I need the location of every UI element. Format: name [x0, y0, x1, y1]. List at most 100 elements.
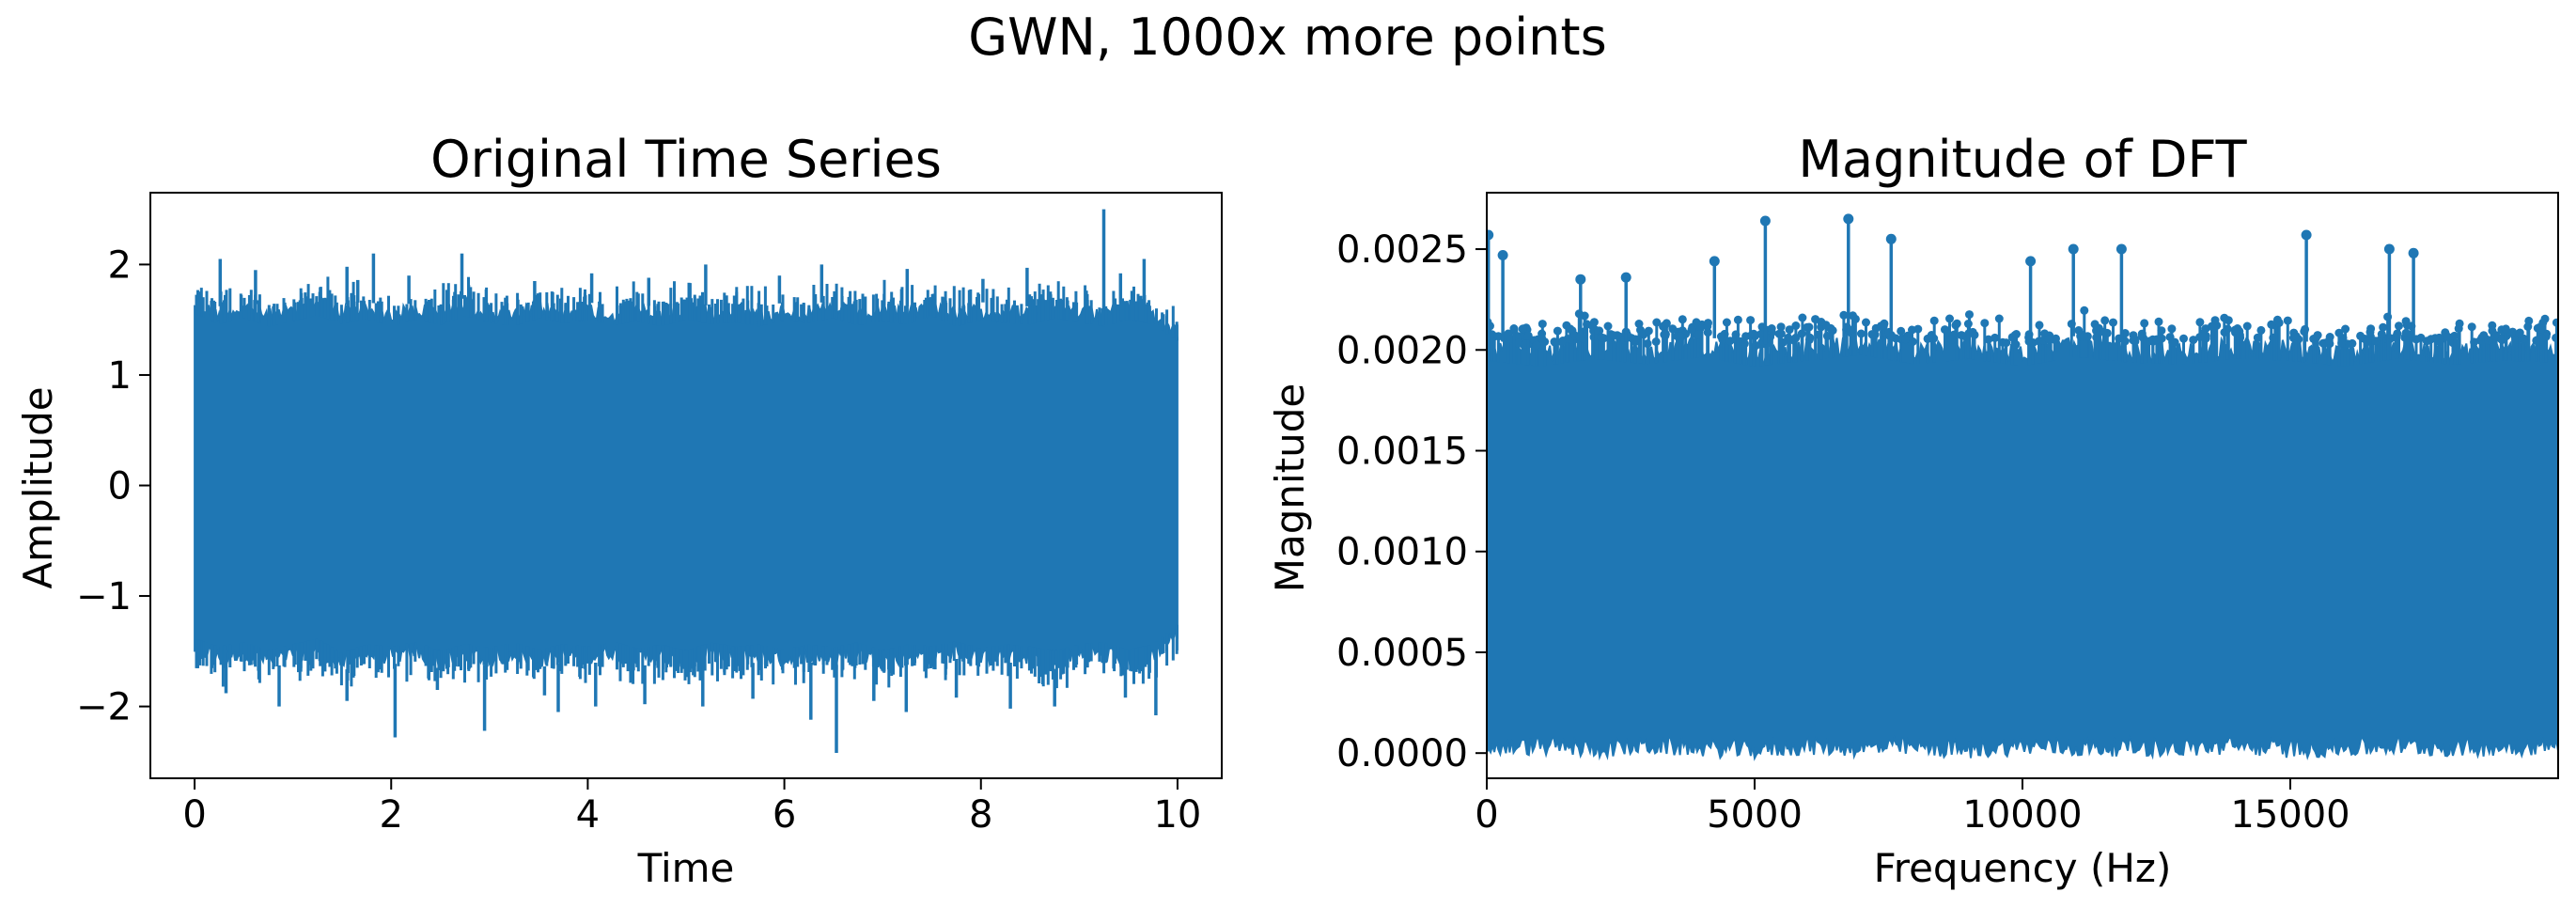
- noise-marker: [2515, 329, 2524, 338]
- noise-marker: [1957, 331, 1966, 340]
- noise-marker: [1740, 339, 1749, 349]
- noise-marker: [2080, 305, 2089, 315]
- time-series-y-tick-label: −1: [76, 575, 132, 618]
- noise-marker: [1901, 335, 1910, 344]
- dft-x-label: Frequency (Hz): [1874, 845, 2172, 891]
- noise-marker: [1532, 340, 1541, 350]
- noise-marker: [2334, 328, 2344, 337]
- noise-marker: [2450, 331, 2459, 340]
- noise-marker: [1661, 329, 1670, 338]
- noise-marker: [2129, 336, 2138, 345]
- noise-marker: [2210, 316, 2220, 325]
- noise-marker: [2168, 337, 2178, 347]
- time-series-y-tick-label: 1: [108, 354, 132, 398]
- time-series-x-tick-label: 10: [1153, 793, 1201, 837]
- noise-marker: [2443, 332, 2453, 341]
- dft-title: Magnitude of DFT: [1798, 130, 2247, 189]
- dft-x-tick-label: 10000: [1962, 793, 2082, 837]
- noise-marker: [2274, 318, 2284, 327]
- dft-noise-spikes: [1487, 305, 2558, 367]
- noise-marker: [2209, 323, 2218, 333]
- noise-marker: [1538, 320, 1547, 329]
- dft-x-tick-label: 15000: [2230, 793, 2350, 837]
- noise-marker: [1716, 332, 1725, 341]
- noise-marker: [1767, 324, 1776, 333]
- dft-peak-marker: [1497, 250, 1508, 260]
- noise-marker: [1652, 318, 1662, 327]
- noise-marker: [1945, 314, 1954, 323]
- noise-marker: [1588, 321, 1598, 331]
- noise-marker: [2242, 321, 2252, 331]
- dft-panel: Magnitude of DFT Frequency (Hz) Magnitud…: [1267, 130, 2559, 891]
- noise-marker: [1661, 321, 1670, 330]
- noise-marker: [1519, 324, 1527, 334]
- noise-marker: [1746, 316, 1756, 325]
- noise-marker: [2508, 327, 2518, 337]
- dft-x-tick-label: 5000: [1707, 793, 1803, 837]
- noise-marker: [1644, 326, 1653, 336]
- time-series-x-tick-label: 0: [182, 793, 206, 837]
- dft-y-tick-label: 0.0000: [1336, 732, 1468, 775]
- noise-marker: [1984, 335, 1993, 344]
- time-series-series-band: [194, 295, 1179, 670]
- noise-marker: [2470, 337, 2479, 347]
- figure-title: GWN, 1000x more points: [968, 8, 1606, 67]
- noise-marker: [1643, 339, 1652, 349]
- noise-marker: [1814, 330, 1823, 339]
- dft-y-tick-label: 0.0010: [1336, 531, 1468, 574]
- noise-marker: [2552, 318, 2558, 327]
- noise-marker: [1803, 322, 1812, 332]
- noise-marker: [2484, 336, 2493, 345]
- dft-y-tick-label: 0.0005: [1336, 632, 1468, 675]
- noise-marker: [1952, 319, 1961, 328]
- noise-marker: [2283, 316, 2292, 325]
- dft-axis-ticks: 0 5000 10000 15000 0.0025 0.0020 0.0015 0.0010 0…: [1336, 228, 2350, 837]
- time-series-y-tick-label: 2: [108, 243, 132, 287]
- noise-marker: [1994, 314, 2004, 323]
- noise-marker: [1603, 321, 1613, 331]
- dft-plot-area: [1487, 213, 2558, 761]
- noise-marker: [1493, 332, 1503, 341]
- noise-marker: [1929, 316, 1939, 325]
- noise-marker: [1791, 321, 1801, 330]
- dft-y-tick-label: 0.0025: [1336, 228, 1468, 272]
- dft-peak-marker: [1843, 213, 1854, 225]
- noise-marker: [1509, 324, 1519, 333]
- noise-marker: [1733, 315, 1742, 324]
- noise-marker: [2393, 329, 2402, 338]
- noise-marker: [2379, 322, 2388, 332]
- time-series-x-tick-label: 8: [969, 793, 992, 837]
- noise-marker: [1609, 331, 1618, 340]
- dft-peak-marker: [1620, 272, 1631, 283]
- noise-marker: [1941, 325, 1949, 335]
- noise-marker: [2198, 332, 2208, 341]
- dft-peak-marker: [2383, 243, 2395, 255]
- noise-marker: [2256, 325, 2266, 335]
- noise-marker: [1668, 324, 1678, 334]
- noise-marker: [1877, 321, 1886, 331]
- noise-marker: [1791, 333, 1801, 342]
- noise-marker: [2401, 328, 2411, 337]
- noise-marker: [1947, 335, 1956, 344]
- noise-marker: [1749, 329, 1758, 338]
- noise-marker: [1694, 330, 1703, 339]
- noise-marker: [1980, 319, 1990, 328]
- noise-marker: [2100, 316, 2110, 325]
- dft-peak-marker: [1759, 215, 1771, 227]
- dft-series-band: [1487, 334, 2558, 761]
- noise-marker: [1651, 337, 1661, 346]
- noise-marker: [2092, 324, 2101, 334]
- time-series-axes-frame: [149, 192, 1223, 779]
- noise-marker: [1514, 338, 1523, 348]
- noise-marker: [2080, 332, 2088, 341]
- noise-marker: [1722, 318, 1731, 327]
- noise-marker: [2253, 333, 2262, 342]
- noise-marker: [2035, 321, 2044, 330]
- dft-peak-marker: [2068, 243, 2079, 255]
- noise-marker: [2230, 325, 2240, 335]
- noise-marker: [2377, 330, 2386, 339]
- noise-marker: [2337, 338, 2347, 348]
- noise-marker: [1785, 325, 1794, 335]
- noise-marker: [2496, 335, 2506, 344]
